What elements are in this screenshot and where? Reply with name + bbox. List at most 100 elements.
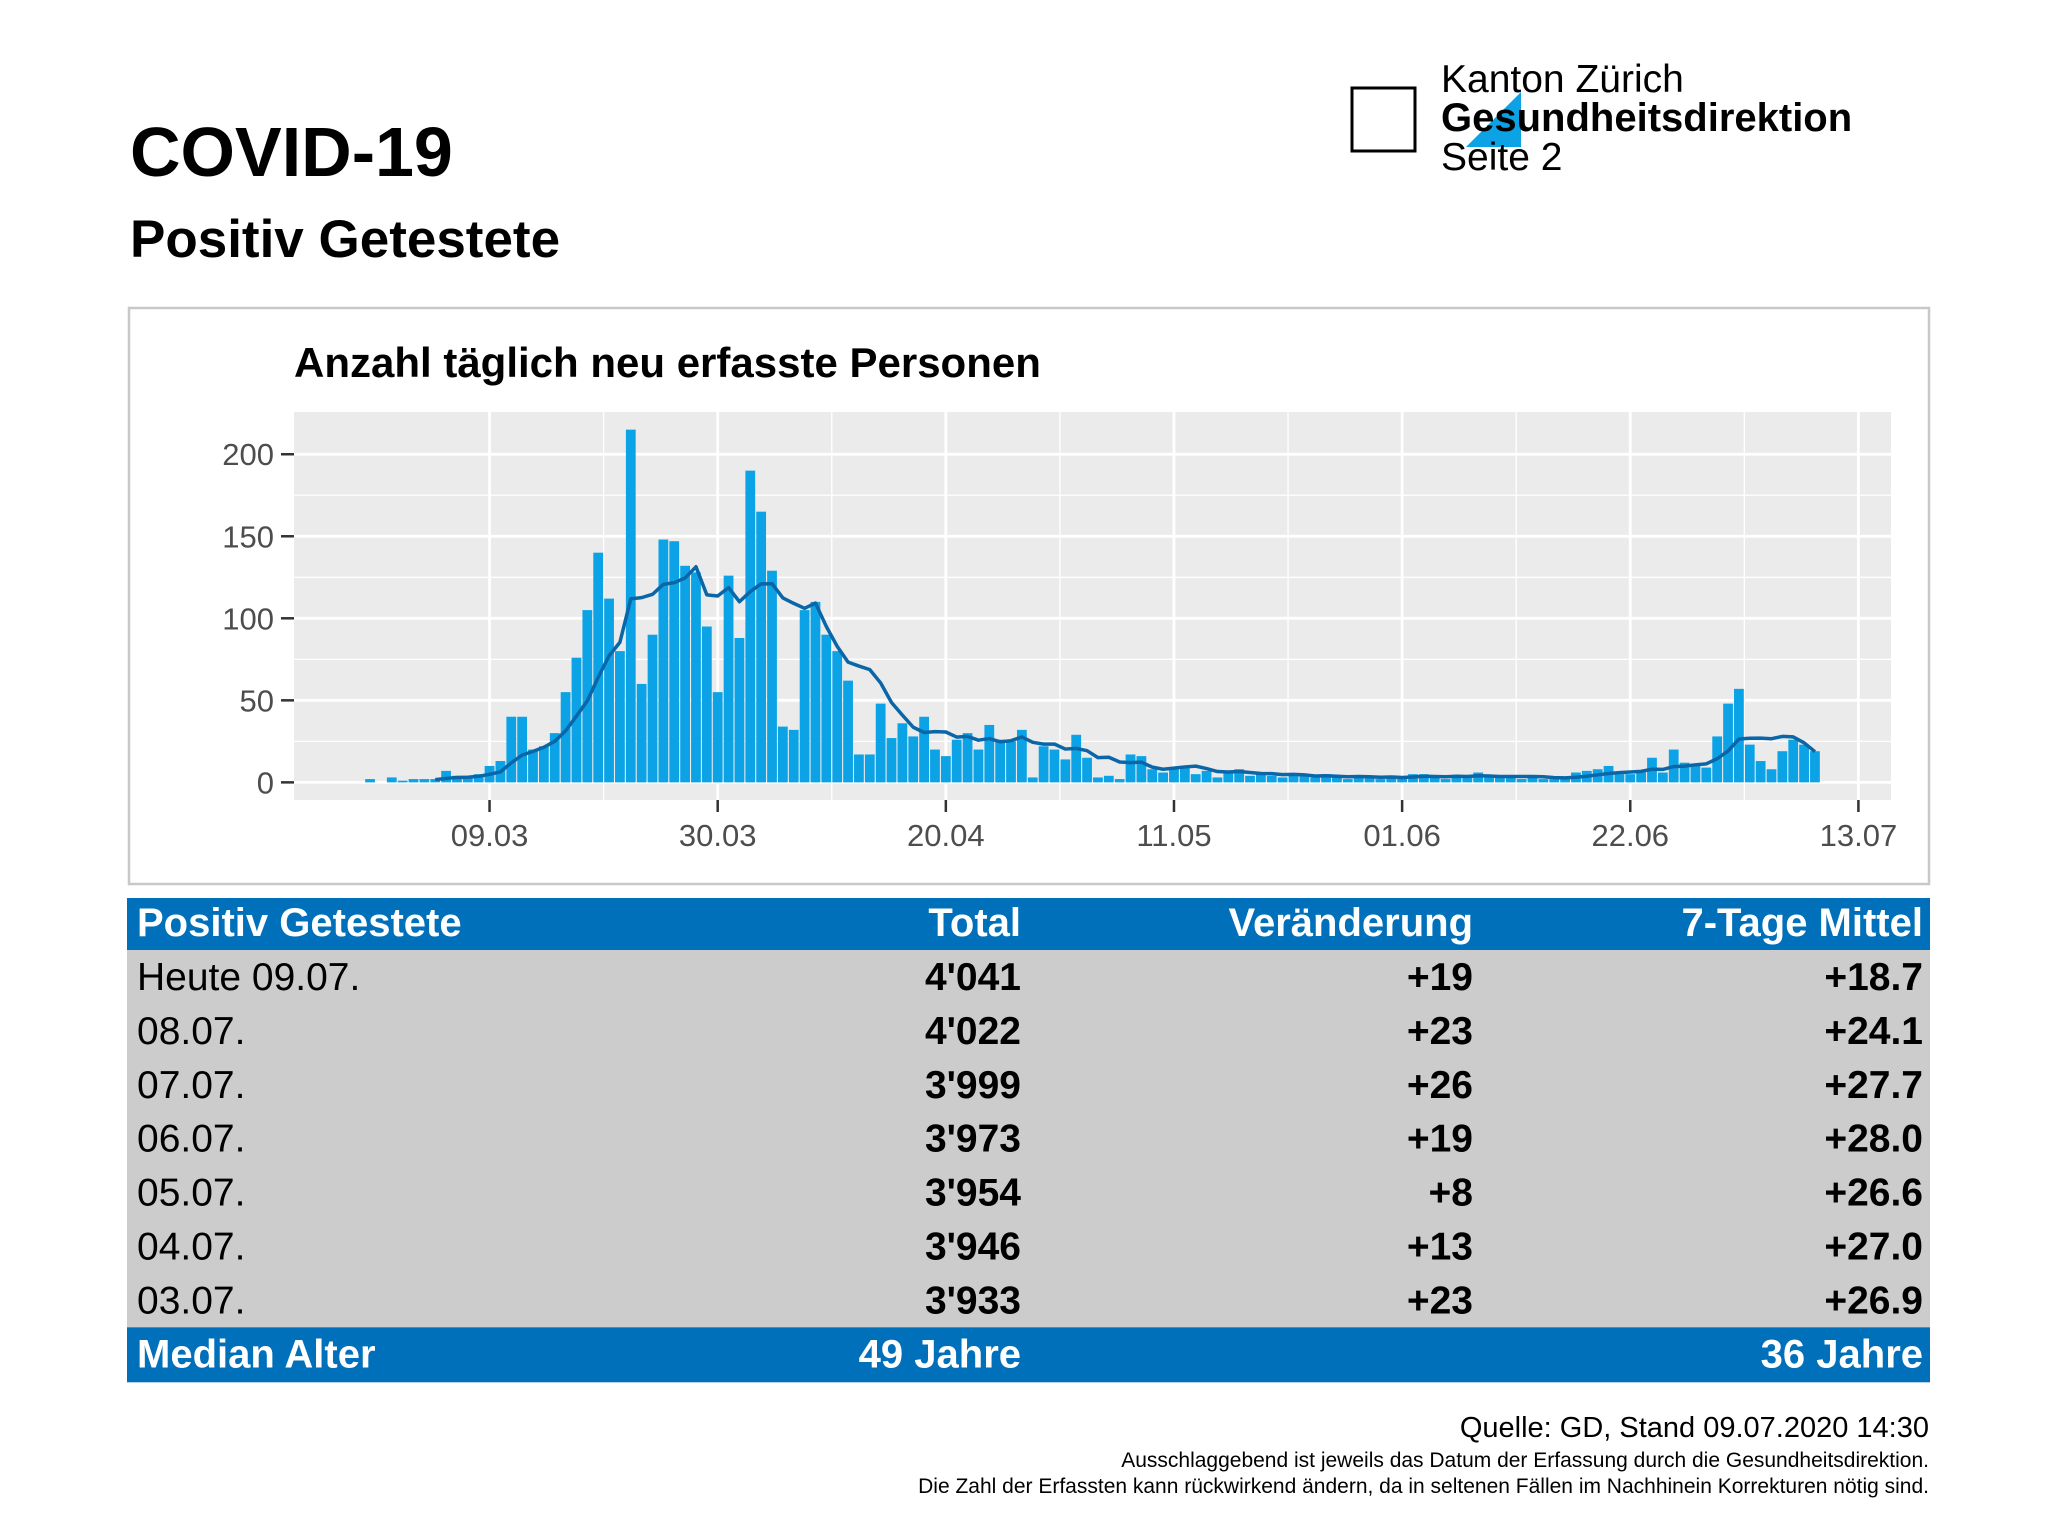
- logo-line: Seite 2: [1441, 136, 1562, 179]
- bar: [1723, 703, 1733, 783]
- table-cell: 3'973: [925, 1118, 1021, 1161]
- bar: [1212, 777, 1223, 783]
- bar: [1625, 774, 1636, 783]
- note: Ausschlaggebend ist jeweils das Datum de…: [1121, 1449, 1929, 1472]
- bar: [1397, 777, 1408, 783]
- bar: [1223, 772, 1234, 783]
- bar: [930, 749, 940, 783]
- bar: [886, 738, 897, 783]
- bar: [1386, 775, 1397, 783]
- bar: [1429, 777, 1440, 783]
- bar: [408, 779, 419, 783]
- bar: [1114, 779, 1125, 783]
- bar: [1060, 759, 1071, 783]
- bar: [1103, 775, 1114, 783]
- bar: [1734, 688, 1744, 783]
- bar: [615, 651, 625, 783]
- table-cell: +26.6: [1824, 1172, 1923, 1215]
- column-header: 7-Tage Mittel: [1681, 901, 1923, 945]
- bar: [1657, 772, 1668, 783]
- bar: [419, 779, 430, 783]
- bar: [1353, 775, 1364, 783]
- bar: [1701, 767, 1712, 783]
- logo-box: [1350, 86, 1417, 153]
- bar: [843, 680, 853, 783]
- table-cell: +8: [1429, 1172, 1473, 1215]
- bar: [1375, 779, 1386, 783]
- logo: [1350, 86, 1521, 153]
- bar: [560, 692, 571, 783]
- footer-cell: 36 Jahre: [1761, 1332, 1923, 1376]
- bar: [745, 470, 756, 783]
- y-tick-label: 100: [222, 601, 274, 636]
- bar: [386, 777, 397, 783]
- bar: [1201, 770, 1212, 783]
- x-tick-label: 20.04: [907, 818, 985, 853]
- bar: [441, 770, 451, 783]
- bar: [625, 429, 636, 783]
- bar: [1495, 777, 1505, 783]
- bar: [1538, 779, 1549, 783]
- bar: [777, 726, 788, 783]
- bar: [430, 779, 441, 783]
- bar: [1288, 775, 1299, 783]
- bar: [1266, 775, 1277, 783]
- bar: [1451, 775, 1462, 783]
- bar: [973, 749, 984, 783]
- bar: [875, 703, 886, 783]
- bar: [712, 692, 723, 783]
- bar: [1027, 777, 1038, 783]
- bar: [734, 637, 745, 783]
- bar: [1614, 774, 1625, 783]
- table-cell: 03.07.: [137, 1279, 245, 1322]
- bar: [1810, 751, 1820, 783]
- column-header: Total: [928, 901, 1021, 945]
- bar: [462, 775, 473, 783]
- bar: [810, 601, 821, 783]
- bar: [1310, 777, 1321, 783]
- bar: [1136, 756, 1147, 783]
- x-tick-label: 22.06: [1591, 818, 1669, 853]
- logo-line: Gesundheitsdirektion: [1441, 96, 1852, 140]
- bar: [680, 565, 690, 783]
- y-tick-label: 0: [257, 765, 274, 800]
- bar: [940, 756, 951, 783]
- table-cell: +26.9: [1824, 1279, 1923, 1322]
- bar: [1049, 749, 1060, 783]
- bar: [1690, 764, 1701, 783]
- table-cell: 06.07.: [137, 1118, 245, 1161]
- bar: [864, 754, 875, 783]
- bar: [1505, 777, 1516, 783]
- logo-line: Kanton Zürich: [1441, 58, 1684, 101]
- bar: [517, 716, 528, 783]
- bar: [1245, 775, 1255, 783]
- table-cell: +18.7: [1824, 956, 1923, 999]
- bar: [821, 634, 832, 783]
- y-tick-label: 150: [222, 519, 274, 554]
- table-header: [127, 898, 1930, 950]
- table-cell: 4'041: [925, 956, 1021, 999]
- table-cell: +23: [1407, 1279, 1473, 1322]
- bar: [1190, 774, 1201, 783]
- grid: [294, 412, 1891, 800]
- bar: [799, 610, 810, 783]
- bar: [1766, 769, 1777, 783]
- bar: [1462, 777, 1473, 783]
- bar: [582, 610, 593, 783]
- footer-cell: Median Alter: [137, 1332, 376, 1376]
- bar: [571, 657, 582, 783]
- bar: [962, 733, 973, 783]
- bar: [854, 754, 864, 783]
- bar: [767, 570, 777, 783]
- bar: [1516, 779, 1527, 783]
- bar: [1277, 777, 1288, 783]
- source: Quelle: GD, Stand 09.07.2020 14:30: [1460, 1412, 1929, 1444]
- bar: [1016, 729, 1027, 783]
- axes: 0 50 100 150 200 09.03 30.03 20.04 11.05 01.06 22.…: [222, 437, 1897, 853]
- x-tick-label: 01.06: [1363, 818, 1441, 853]
- bar: [1082, 757, 1092, 783]
- bar: [658, 539, 669, 783]
- bar: [1006, 741, 1016, 783]
- bar: [723, 575, 734, 783]
